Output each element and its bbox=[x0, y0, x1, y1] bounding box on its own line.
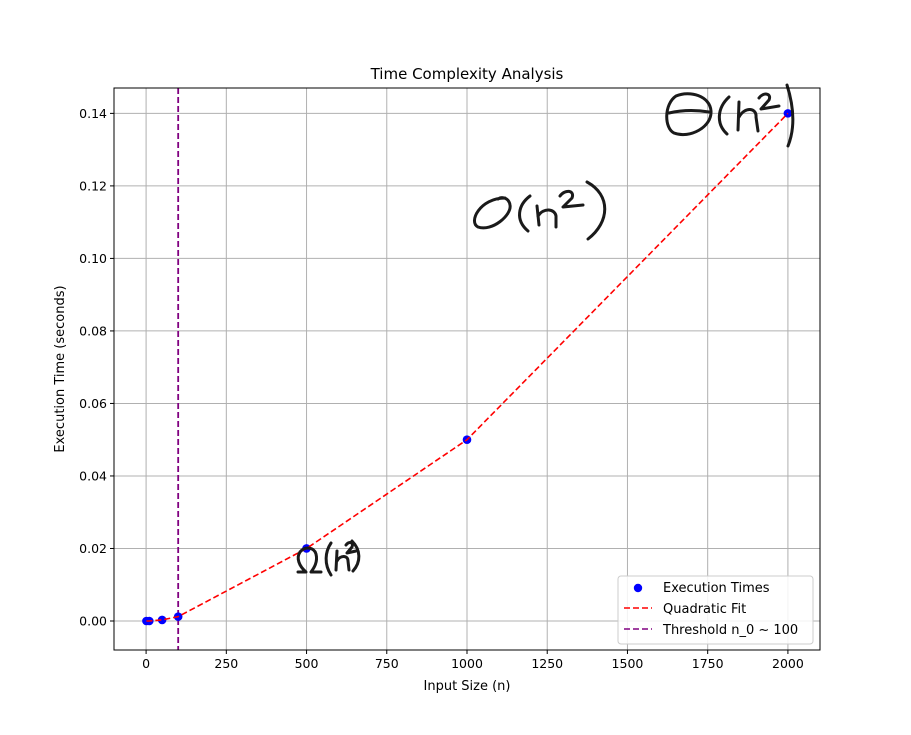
y-axis-ticks: 0.00 0.02 0.04 0.06 0.08 0.10 0.12 0.14 bbox=[79, 106, 114, 628]
grid bbox=[114, 88, 820, 650]
legend-label-execution-times: Execution Times bbox=[663, 581, 770, 596]
x-tick-label: 500 bbox=[295, 656, 319, 671]
x-tick-label: 2000 bbox=[772, 656, 804, 671]
data-point bbox=[157, 615, 167, 625]
x-tick-label: 1500 bbox=[612, 656, 644, 671]
x-axis-ticks: 0 250 500 750 1000 1250 1500 1750 2000 bbox=[142, 650, 804, 671]
x-tick-label: 1750 bbox=[692, 656, 724, 671]
chart-title: Time Complexity Analysis bbox=[370, 65, 564, 83]
y-tick-label: 0.00 bbox=[79, 613, 107, 628]
handwritten-theta-n-squared bbox=[665, 83, 795, 148]
plot-content bbox=[142, 88, 793, 650]
handwritten-omega-n-squared bbox=[296, 539, 361, 577]
legend: Execution Times Quadratic Fit Threshold … bbox=[617, 575, 814, 645]
quadratic-fit-line bbox=[146, 112, 789, 622]
y-tick-label: 0.12 bbox=[79, 178, 107, 193]
y-tick-label: 0.02 bbox=[79, 541, 107, 556]
y-tick-label: 0.10 bbox=[79, 251, 107, 266]
data-point bbox=[783, 109, 793, 118]
x-axis-label: Input Size (n) bbox=[424, 679, 511, 694]
y-tick-label: 0.04 bbox=[79, 468, 107, 483]
y-tick-label: 0.06 bbox=[79, 396, 107, 411]
legend-box bbox=[617, 575, 814, 645]
y-tick-label: 0.14 bbox=[79, 106, 107, 121]
handwritten-big-o-n-squared bbox=[473, 180, 607, 241]
x-tick-label: 0 bbox=[142, 656, 150, 671]
legend-label-threshold: Threshold n_0 ~ 100 bbox=[662, 623, 798, 638]
y-axis-label: Execution Time (seconds) bbox=[53, 285, 68, 452]
x-tick-label: 1250 bbox=[531, 656, 563, 671]
y-tick-label: 0.08 bbox=[79, 323, 107, 338]
legend-label-quadratic-fit: Quadratic Fit bbox=[663, 602, 746, 617]
x-tick-label: 750 bbox=[375, 656, 399, 671]
x-tick-label: 250 bbox=[214, 656, 238, 671]
legend-marker-execution-times bbox=[633, 583, 643, 593]
plot-frame bbox=[113, 87, 821, 651]
x-tick-label: 1000 bbox=[451, 656, 483, 671]
